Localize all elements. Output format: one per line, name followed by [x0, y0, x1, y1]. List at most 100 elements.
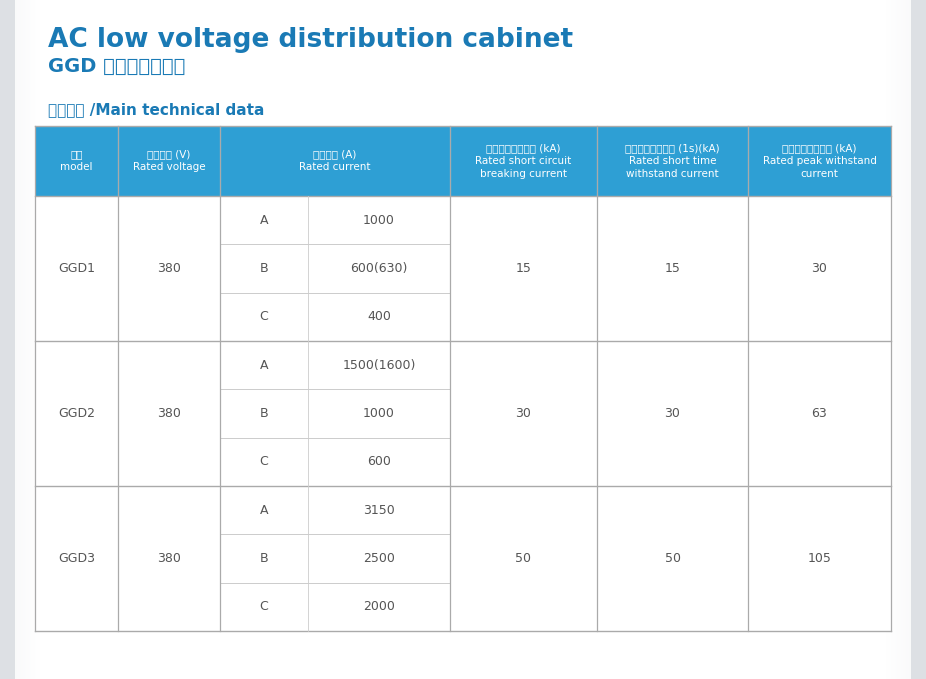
- Text: 1000: 1000: [363, 214, 394, 227]
- Bar: [900, 0, 901, 679]
- Bar: [21, 0, 22, 679]
- Text: 105: 105: [807, 552, 832, 565]
- Bar: [1, 0, 2, 679]
- Bar: [10, 0, 11, 679]
- Bar: [918, 0, 919, 679]
- Bar: [887, 0, 888, 679]
- Text: 380: 380: [157, 552, 181, 565]
- Bar: [905, 0, 906, 679]
- Bar: [898, 0, 899, 679]
- Bar: [908, 0, 909, 679]
- Bar: [903, 0, 904, 679]
- Bar: [906, 0, 907, 679]
- Text: A: A: [260, 359, 269, 371]
- Text: C: C: [259, 456, 269, 469]
- Text: 380: 380: [157, 262, 181, 275]
- Text: 50: 50: [516, 552, 532, 565]
- Text: GGD 交流低压配电柜: GGD 交流低压配电柜: [48, 57, 185, 76]
- Bar: [9, 0, 10, 679]
- Bar: [922, 0, 923, 679]
- Bar: [904, 0, 905, 679]
- Bar: [902, 0, 903, 679]
- Bar: [11, 0, 12, 679]
- Text: 15: 15: [665, 262, 681, 275]
- Bar: [912, 0, 913, 679]
- Bar: [891, 0, 892, 679]
- Text: B: B: [259, 552, 269, 565]
- Bar: [901, 0, 902, 679]
- Bar: [923, 0, 924, 679]
- Bar: [896, 0, 897, 679]
- Text: 50: 50: [665, 552, 681, 565]
- Text: GGD3: GGD3: [58, 552, 95, 565]
- Bar: [911, 0, 912, 679]
- Bar: [916, 0, 917, 679]
- Text: 30: 30: [516, 407, 532, 420]
- Text: 600: 600: [367, 456, 391, 469]
- Bar: [910, 0, 911, 679]
- Bar: [2, 0, 3, 679]
- Bar: [29, 0, 30, 679]
- Bar: [6, 0, 7, 679]
- Bar: [915, 0, 916, 679]
- Bar: [7, 0, 8, 679]
- Bar: [23, 0, 24, 679]
- Text: 30: 30: [811, 262, 828, 275]
- Bar: [888, 0, 889, 679]
- Text: 额定电压 (V)
Rated voltage: 额定电压 (V) Rated voltage: [132, 149, 206, 172]
- Bar: [12, 0, 13, 679]
- Bar: [24, 0, 25, 679]
- Bar: [18, 0, 19, 679]
- Text: 3150: 3150: [363, 504, 394, 517]
- Bar: [20, 0, 21, 679]
- Bar: [35, 0, 36, 679]
- Bar: [13, 0, 14, 679]
- Text: 额定峰値耐受电流 (kA)
Rated peak withstand
current: 额定峰値耐受电流 (kA) Rated peak withstand curre…: [763, 143, 876, 179]
- Text: C: C: [259, 600, 269, 613]
- Bar: [886, 0, 887, 679]
- Bar: [31, 0, 32, 679]
- Bar: [8, 0, 9, 679]
- Text: 400: 400: [367, 310, 391, 323]
- Text: A: A: [260, 214, 269, 227]
- Bar: [39, 0, 40, 679]
- Text: B: B: [259, 262, 269, 275]
- Text: GGD2: GGD2: [58, 407, 95, 420]
- Bar: [890, 0, 891, 679]
- Text: 额定短时耐受电流 (1s)(kA)
Rated short time
withstand current: 额定短时耐受电流 (1s)(kA) Rated short time withs…: [625, 143, 720, 179]
- Bar: [893, 0, 894, 679]
- Text: 2000: 2000: [363, 600, 394, 613]
- Text: 1000: 1000: [363, 407, 394, 420]
- Text: 型号
model: 型号 model: [60, 149, 93, 172]
- Bar: [919, 0, 920, 679]
- Text: 30: 30: [665, 407, 681, 420]
- Bar: [920, 0, 921, 679]
- Bar: [36, 0, 37, 679]
- Bar: [34, 0, 35, 679]
- Bar: [921, 0, 922, 679]
- Bar: [32, 0, 33, 679]
- Bar: [892, 0, 893, 679]
- Bar: [5, 0, 6, 679]
- Bar: [914, 0, 915, 679]
- Text: 600(630): 600(630): [350, 262, 407, 275]
- Text: C: C: [259, 310, 269, 323]
- Text: 1500(1600): 1500(1600): [343, 359, 416, 371]
- Bar: [16, 0, 17, 679]
- Bar: [907, 0, 908, 679]
- Text: 63: 63: [811, 407, 827, 420]
- Text: 15: 15: [516, 262, 532, 275]
- Bar: [38, 0, 39, 679]
- Bar: [897, 0, 898, 679]
- Text: 380: 380: [157, 407, 181, 420]
- Bar: [899, 0, 900, 679]
- Bar: [913, 0, 914, 679]
- Bar: [30, 0, 31, 679]
- Bar: [925, 0, 926, 679]
- Bar: [0, 0, 1, 679]
- Bar: [27, 0, 28, 679]
- Bar: [22, 0, 23, 679]
- Bar: [894, 0, 895, 679]
- Bar: [35, 126, 891, 196]
- Bar: [19, 0, 20, 679]
